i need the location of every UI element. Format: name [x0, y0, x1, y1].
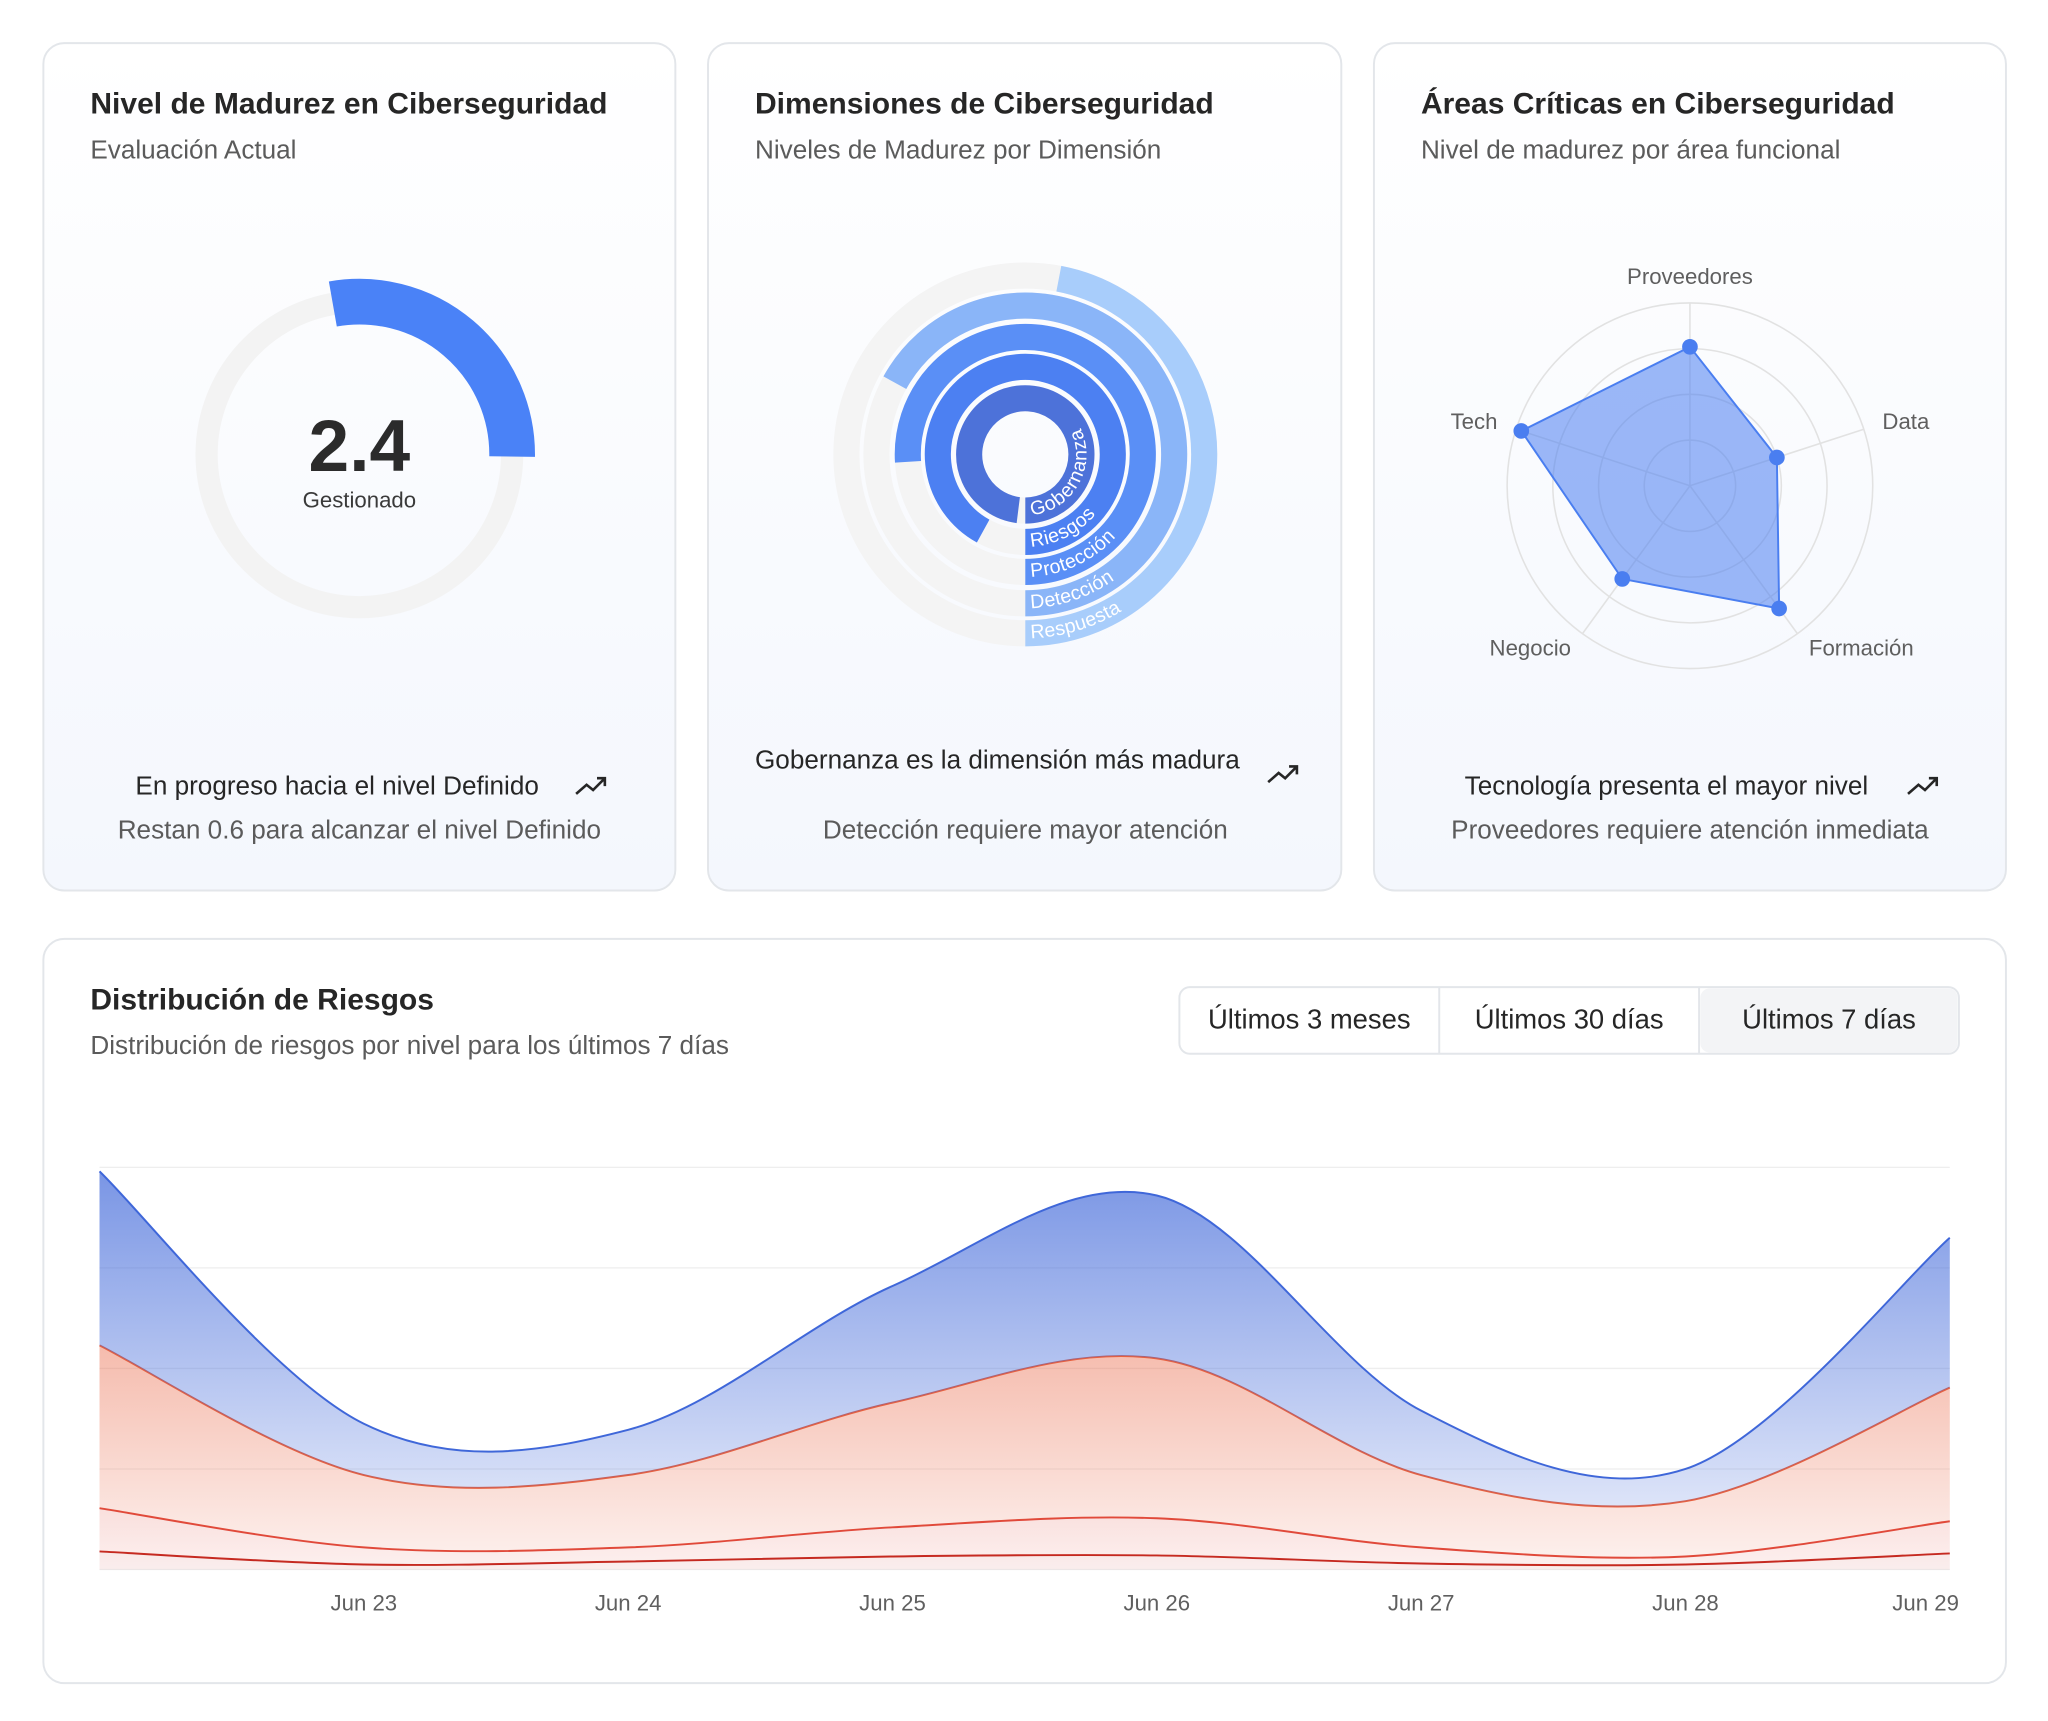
area	[99, 1508, 1950, 1566]
range-button[interactable]: Últimos 7 días	[1698, 987, 1958, 1054]
x-tick-label: Jun 24	[595, 1591, 662, 1616]
gauge-value: 2.4	[309, 406, 411, 487]
footer-headline: En progreso hacia el nivel Definido	[135, 770, 539, 800]
card-title: Distribución de Riesgos	[90, 983, 434, 1016]
footer-note: Restan 0.6 para alcanzar el nivel Defini…	[118, 815, 601, 845]
gauge-arc	[328, 278, 535, 457]
x-tick-label: Jun 27	[1388, 1591, 1455, 1616]
radar-point	[1513, 423, 1530, 439]
x-tick-label: Jun 28	[1652, 1591, 1719, 1616]
trend-icon	[1267, 765, 1299, 784]
card-title: Dimensiones de Ciberseguridad	[755, 88, 1214, 121]
radar-label: Tech	[1451, 409, 1498, 434]
footer-note: Detección requiere mayor atención	[823, 815, 1228, 845]
radial-bar	[883, 292, 1188, 617]
footer-note: Proveedores requiere atención inmediata	[1451, 815, 1929, 845]
range-button[interactable]: Últimos 3 meses	[1208, 1003, 1411, 1034]
radial-bar	[1025, 265, 1218, 647]
button-label[interactable]: Últimos 7 días	[1742, 1003, 1916, 1034]
x-tick-label: Jun 23	[331, 1591, 398, 1616]
area	[99, 1345, 1950, 1558]
radial-bar	[956, 385, 1095, 524]
radar-label: Negocio	[1490, 635, 1571, 660]
radar-label: Data	[1882, 409, 1930, 434]
card-subtitle: Niveles de Madurez por Dimensión	[755, 134, 1161, 164]
button-bg[interactable]	[1700, 988, 1958, 1053]
radar-point	[1771, 600, 1787, 617]
button-label[interactable]: Últimos 30 días	[1475, 1003, 1664, 1034]
range-button[interactable]: Últimos 30 días	[1438, 987, 1664, 1054]
radial-bar	[924, 353, 1126, 555]
trend-icon	[575, 776, 607, 795]
footer-headline: Gobernanza es la dimensión más madura	[755, 744, 1240, 774]
radar-point	[1769, 449, 1785, 466]
area	[99, 1171, 1950, 1507]
radar-point	[1614, 571, 1631, 587]
trend-icon	[1907, 776, 1939, 795]
card-subtitle: Evaluación Actual	[90, 134, 296, 164]
radar-point	[1682, 338, 1698, 355]
card-subtitle: Distribución de riesgos por nivel para l…	[90, 1030, 729, 1060]
radial-bar	[894, 323, 1156, 585]
card-title: Áreas Críticas en Ciberseguridad	[1421, 87, 1895, 121]
radar-label: Formación	[1809, 635, 1914, 660]
radar-area	[1519, 345, 1781, 610]
card-subtitle: Nivel de madurez por área funcional	[1421, 134, 1840, 164]
gauge-label: Gestionado	[303, 487, 416, 512]
text-line: Gobernanza es la dimensión más madura	[755, 744, 1240, 774]
card	[42, 42, 677, 892]
radar-label: Proveedores	[1627, 264, 1753, 289]
x-tick-label: Jun 29	[1892, 1591, 1959, 1616]
x-tick-label: Jun 26	[1124, 1591, 1191, 1616]
footer-headline: Tecnología presenta el mayor nivel	[1465, 770, 1868, 800]
button-label[interactable]: Últimos 3 meses	[1208, 1003, 1411, 1034]
x-tick-label: Jun 25	[859, 1591, 926, 1616]
card-title: Nivel de Madurez en Ciberseguridad	[90, 88, 607, 121]
card	[707, 42, 1343, 892]
area-line	[98, 1170, 1951, 1480]
